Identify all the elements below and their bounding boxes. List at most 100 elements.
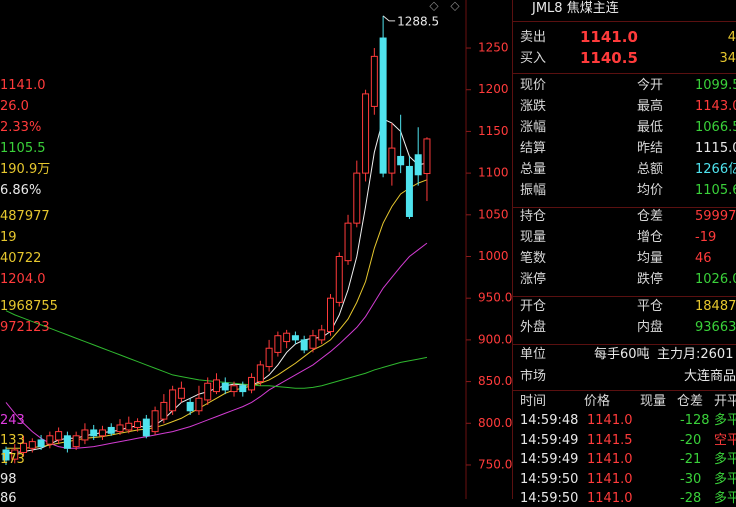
separator bbox=[513, 21, 736, 22]
stat-value: 2.33% bbox=[0, 120, 42, 135]
icon: ◇ bbox=[450, 0, 460, 13]
stat-value: 1115.0 bbox=[695, 141, 736, 156]
candle-body bbox=[344, 222, 352, 262]
candle-body bbox=[116, 424, 124, 433]
trade-diff: -30 bbox=[680, 471, 702, 487]
trade-column: 现量 bbox=[640, 394, 667, 409]
stat-label: 平仓 bbox=[637, 299, 664, 314]
trade-volume: 133 bbox=[0, 432, 25, 448]
annotation-arrow bbox=[382, 15, 396, 22]
candle-body bbox=[291, 335, 299, 341]
info-value: 每手60吨 bbox=[594, 347, 650, 362]
trade-price: 1141.5 bbox=[587, 432, 633, 448]
separator bbox=[513, 344, 736, 345]
stat-value: 19 bbox=[0, 230, 17, 245]
stat-label: 最高 bbox=[637, 99, 664, 114]
candle-body bbox=[134, 421, 142, 428]
panel-border bbox=[512, 0, 513, 499]
quote-price: 1141.0 bbox=[580, 28, 638, 46]
stat-label: 现价 bbox=[520, 78, 547, 93]
stat-value: 1026.0 bbox=[695, 272, 736, 287]
trade-column: 开平 bbox=[714, 394, 736, 409]
stat-label: 最低 bbox=[637, 120, 664, 135]
stat-label: 仓差 bbox=[637, 209, 664, 224]
info-label: 单位 bbox=[520, 347, 547, 362]
y-tick-label: 850.0 bbox=[478, 374, 512, 388]
separator bbox=[513, 390, 736, 391]
stat-label: 内盘 bbox=[637, 320, 664, 335]
stat-label: 均价 bbox=[637, 183, 664, 198]
stat-label: 笔数 bbox=[520, 251, 547, 266]
candle-body bbox=[309, 335, 317, 349]
separator bbox=[513, 207, 736, 208]
trade-volume: 243 bbox=[0, 413, 25, 428]
candle-body bbox=[221, 382, 229, 391]
separator bbox=[513, 73, 736, 74]
info-value: 大连商品 bbox=[683, 369, 736, 384]
stat-value: 190.9万 bbox=[0, 162, 51, 177]
trade-volume: 86 bbox=[0, 491, 17, 506]
stat-value: 972123 bbox=[0, 320, 50, 335]
stat-label: 振幅 bbox=[520, 183, 547, 198]
trade-price: 1141.0 bbox=[587, 471, 633, 487]
stat-value: 1066.5 bbox=[695, 120, 736, 135]
stat-value: 1105.6 bbox=[695, 183, 736, 198]
stat-label: 涨幅 bbox=[520, 120, 547, 135]
stat-value: -19 bbox=[695, 230, 717, 245]
stat-label: 持仓 bbox=[520, 209, 547, 224]
candle-body bbox=[151, 410, 159, 433]
stat-value: 46 bbox=[695, 251, 712, 266]
y-tick-label: 1200 bbox=[478, 82, 509, 96]
chart: ◇ ◇ 750.0 800.0 850.0 900.0 950.0 1000 1050 110… bbox=[2, 0, 512, 499]
candle-body bbox=[300, 339, 308, 351]
candle-body bbox=[256, 364, 264, 383]
candle-body bbox=[107, 426, 115, 434]
trade-diff: -128 bbox=[680, 413, 710, 428]
candle-body bbox=[265, 347, 273, 368]
quote-label: 买入 bbox=[520, 51, 547, 66]
stat-value: 1848761 bbox=[695, 299, 736, 314]
candle-body bbox=[204, 382, 212, 401]
candle-body bbox=[186, 401, 194, 412]
candle-body bbox=[397, 155, 405, 166]
stat-label: 结算 bbox=[520, 141, 547, 156]
stat-value: 1968755 bbox=[0, 299, 58, 314]
stat-value: 487977 bbox=[0, 209, 50, 224]
stat-label: 昨结 bbox=[637, 141, 664, 156]
candle-body bbox=[335, 256, 343, 303]
candle-body bbox=[239, 385, 247, 393]
candle-body bbox=[37, 439, 45, 448]
trade-diff: -21 bbox=[680, 452, 702, 467]
trade-column: 仓差 bbox=[677, 394, 704, 409]
panel-header: JML8 焦煤主连 bbox=[532, 1, 619, 16]
candle-body bbox=[160, 401, 168, 420]
stat-label: 现量 bbox=[520, 230, 547, 245]
stat-label: 今开 bbox=[637, 78, 664, 93]
trade-price: 1141.0 bbox=[587, 413, 633, 428]
y-tick-label: 1100 bbox=[478, 166, 509, 180]
stat-value: 59997 bbox=[695, 209, 736, 224]
candle-body bbox=[63, 435, 71, 449]
stat-value: 1105.5 bbox=[0, 141, 46, 156]
candle-body bbox=[274, 335, 282, 353]
y-tick-label: 1250 bbox=[478, 41, 509, 55]
trade-time: 14:59:50 bbox=[520, 471, 579, 487]
y-tick-label: 800.0 bbox=[478, 416, 512, 430]
trade-diff: -28 bbox=[680, 491, 702, 506]
stat-label: 增仓 bbox=[637, 230, 664, 245]
stat-label: 均量 bbox=[637, 251, 664, 266]
quote-price: 1140.5 bbox=[580, 49, 638, 67]
y-tick-label: 950.0 bbox=[478, 291, 512, 305]
stat-value: 1204.0 bbox=[0, 272, 46, 287]
stat-value: 936635 bbox=[695, 320, 736, 335]
trade-type: 多平 bbox=[714, 491, 736, 506]
candle-body bbox=[81, 429, 89, 441]
candle-body bbox=[28, 441, 36, 449]
candle-body bbox=[370, 55, 378, 107]
y-tick-label: 900.0 bbox=[478, 332, 512, 346]
y-tick-label: 1150 bbox=[478, 124, 509, 138]
annotation: 1288.5 bbox=[397, 14, 439, 28]
trade-diff: -20 bbox=[680, 432, 702, 448]
quote-size: 4 bbox=[727, 30, 736, 45]
